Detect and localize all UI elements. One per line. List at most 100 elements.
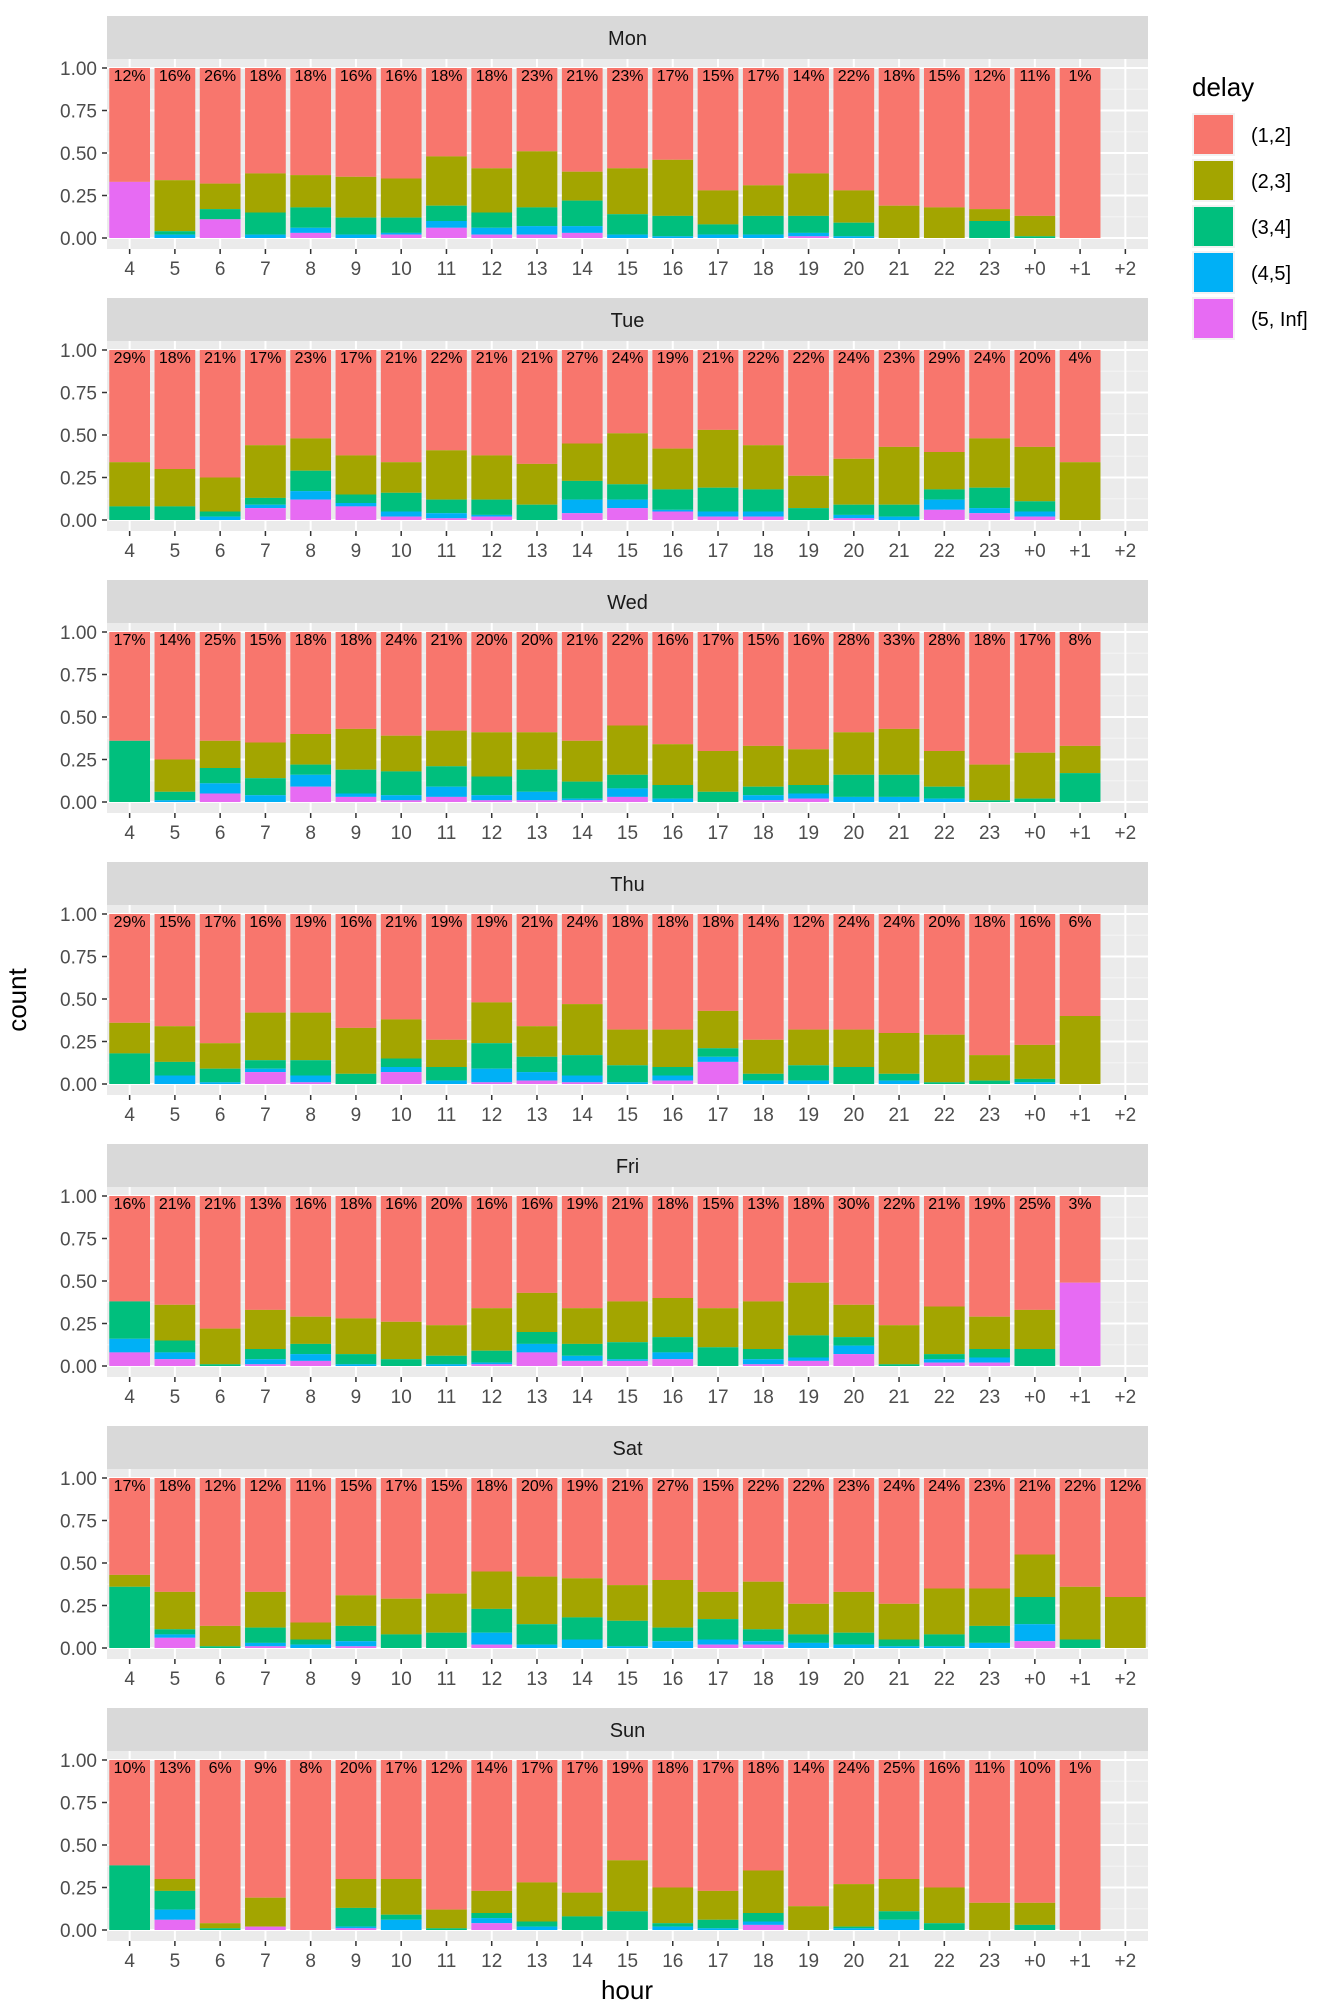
bar-segment-2-3 bbox=[652, 448, 694, 490]
bar-segment-4-5 bbox=[697, 511, 739, 517]
bar-segment-4-5 bbox=[290, 1644, 332, 1648]
bar-segment-1-2 bbox=[652, 1760, 694, 1888]
percent-label: 18% bbox=[657, 1196, 689, 1213]
bar-segment-3-4 bbox=[878, 1364, 920, 1366]
x-tick-label: 20 bbox=[843, 823, 864, 844]
bar-segment-1-2 bbox=[923, 632, 965, 751]
bar-segment-3-4 bbox=[607, 1911, 648, 1930]
bar-segment-5-inf bbox=[199, 793, 241, 802]
bar-segment-3-4 bbox=[199, 1068, 241, 1083]
percent-label: 24% bbox=[838, 914, 870, 931]
bar-segment-1-2 bbox=[109, 1478, 150, 1575]
bar-segment-3-4 bbox=[969, 221, 1010, 238]
bar-segment-5-inf bbox=[969, 513, 1010, 520]
x-axis-title: hour bbox=[601, 1975, 653, 2005]
x-tick-label: 11 bbox=[437, 1669, 457, 1690]
y-tick-label: 0.50 bbox=[60, 990, 97, 1011]
bar-segment-2-3 bbox=[245, 1897, 286, 1927]
bar-segment-1-2 bbox=[1014, 350, 1056, 447]
percent-label: 18% bbox=[159, 350, 191, 367]
bar-segment-4-5 bbox=[607, 1646, 648, 1648]
bar-segment-2-3 bbox=[878, 205, 920, 238]
bar-segment-5-inf bbox=[788, 1360, 829, 1366]
percent-label: 22% bbox=[1064, 1478, 1096, 1495]
x-tick-label: 6 bbox=[215, 1387, 226, 1408]
bar-segment-4-5 bbox=[652, 1641, 694, 1648]
bar-segment-3-4 bbox=[878, 504, 920, 517]
bar-segment-3-4 bbox=[516, 769, 558, 792]
bar-segment-1-2 bbox=[1059, 632, 1101, 746]
bar-segment-3-4 bbox=[199, 511, 241, 517]
x-tick-label: 19 bbox=[798, 1669, 819, 1690]
bar-segment-3-4 bbox=[154, 506, 196, 520]
legend-item-label: (1,2] bbox=[1251, 125, 1291, 147]
bar-segment-2-3 bbox=[923, 1306, 965, 1355]
bar-segment-2-3 bbox=[245, 1012, 286, 1061]
x-tick-label: +0 bbox=[1024, 1951, 1046, 1972]
bar-segment-3-4 bbox=[697, 1048, 739, 1057]
bar-segment-5-inf bbox=[426, 518, 467, 520]
bar-segment-2-3 bbox=[199, 740, 241, 768]
bar-segment-1-2 bbox=[652, 1196, 694, 1298]
bar-segment-1-2 bbox=[335, 1760, 377, 1879]
bar-segment-1-2 bbox=[833, 1760, 875, 1885]
bar-segment-2-3 bbox=[1014, 1309, 1056, 1349]
facet-strip-label: Sun bbox=[610, 1720, 646, 1742]
bar-segment-5-inf bbox=[607, 796, 648, 802]
x-tick-label: 7 bbox=[260, 541, 271, 562]
bar-segment-3-4 bbox=[742, 489, 784, 512]
bar-segment-1-2 bbox=[245, 632, 286, 743]
bar-segment-1-2 bbox=[788, 632, 829, 750]
bar-segment-4-5 bbox=[788, 1080, 829, 1084]
facet-strip-label: Mon bbox=[608, 28, 647, 50]
bar-segment-2-3 bbox=[652, 1580, 694, 1628]
x-tick-label: 22 bbox=[934, 259, 955, 280]
legend-item-label: (4,5] bbox=[1251, 263, 1291, 285]
bar-segment-2-3 bbox=[878, 1033, 920, 1074]
bar-segment-1-2 bbox=[833, 914, 875, 1030]
y-axis-title: count bbox=[2, 967, 32, 1031]
bar-segment-1-2 bbox=[335, 68, 377, 177]
bar-segment-2-3 bbox=[607, 1301, 648, 1343]
bar-segment-1-2 bbox=[1059, 1760, 1101, 1930]
bar-segment-1-2 bbox=[697, 632, 739, 751]
bar-segment-2-3 bbox=[788, 1603, 829, 1635]
bar-segment-2-3 bbox=[154, 1304, 196, 1341]
facet-panel-tue: Tue 29% 18% 21% 17% 23% 17% 21% 22% 21% 21% 27% 24% 1… bbox=[60, 298, 1148, 562]
bar-segment-2-3 bbox=[290, 1012, 332, 1061]
bar-segment-1-2 bbox=[471, 1760, 513, 1891]
bar-segment-2-3 bbox=[426, 450, 467, 500]
bar-segment-5-inf bbox=[471, 1923, 513, 1930]
bar-segment-3-4 bbox=[561, 1343, 603, 1356]
bar-segment-4-5 bbox=[516, 1072, 558, 1081]
bar-segment-2-3 bbox=[607, 1029, 648, 1066]
x-tick-label: +2 bbox=[1115, 823, 1137, 844]
bar-segment-4-5 bbox=[380, 1919, 422, 1930]
bar-segment-2-3 bbox=[833, 732, 875, 775]
percent-label: 17% bbox=[521, 1760, 553, 1777]
bar-segment-3-4 bbox=[788, 508, 829, 520]
bar-segment-1-2 bbox=[154, 350, 196, 469]
percent-label: 16% bbox=[1019, 914, 1051, 931]
bar-segment-1-2 bbox=[788, 350, 829, 476]
x-tick-label: 21 bbox=[888, 823, 909, 844]
bar-segment-3-4 bbox=[516, 207, 558, 227]
x-tick-label: 22 bbox=[934, 1105, 955, 1126]
bar-segment-1-2 bbox=[969, 632, 1010, 765]
percent-label: 18% bbox=[340, 1196, 372, 1213]
bar-segment-2-3 bbox=[607, 1585, 648, 1621]
bar-segment-5-inf bbox=[471, 800, 513, 802]
bar-segment-1-2 bbox=[742, 914, 784, 1040]
x-tick-label: 12 bbox=[481, 1105, 502, 1126]
bar-segment-3-4 bbox=[833, 774, 875, 797]
bar-segment-3-4 bbox=[380, 492, 422, 512]
percent-label: 15% bbox=[340, 1478, 372, 1495]
bar-segment-2-3 bbox=[969, 764, 1010, 801]
bar-segment-1-2 bbox=[878, 914, 920, 1033]
bar-segment-1-2 bbox=[923, 914, 965, 1035]
bar-segment-5-inf bbox=[1014, 516, 1056, 520]
bar-segment-1-2 bbox=[154, 914, 196, 1027]
bar-segment-2-3 bbox=[199, 1328, 241, 1365]
x-tick-label: 10 bbox=[391, 1387, 412, 1408]
y-tick-label: 0.25 bbox=[60, 751, 97, 772]
